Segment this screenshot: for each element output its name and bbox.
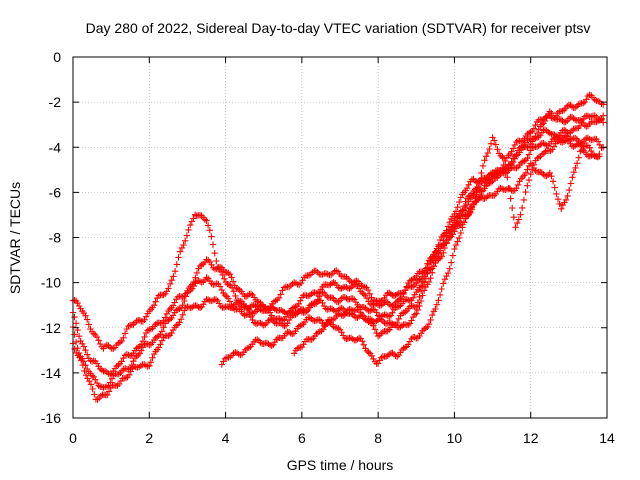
y-tick-label: -10 [41,275,61,291]
x-tick-label: 6 [298,430,306,446]
y-axis-label: SDTVAR / TECUs [7,182,23,294]
chart-title: Day 280 of 2022, Sidereal Day-to-day VTE… [86,20,591,36]
y-tick-label: -14 [41,365,61,381]
x-axis-label: GPS time / hours [287,457,394,473]
x-tick-label: 2 [145,430,153,446]
x-tick-label: 8 [374,430,382,446]
x-tick-label: 12 [523,430,539,446]
data-series [218,91,607,368]
axes: 0 2 4 6 8 10 12 14 0 -2 -4 -6 -8 -10 -12 -14 -16 [41,49,615,446]
grid [73,57,607,418]
x-tick-label: 4 [222,430,230,446]
series-markers [218,91,607,368]
y-tick-label: -8 [49,230,62,246]
x-tick-label: 0 [69,430,77,446]
y-tick-label: -12 [41,320,61,336]
y-tick-label: -2 [49,94,62,110]
y-tick-label: -16 [41,410,61,426]
y-tick-label: -6 [49,184,62,200]
data-series [291,134,603,357]
x-tick-label: 10 [447,430,463,446]
x-tick-label: 14 [599,430,615,446]
y-tick-label: 0 [53,49,61,65]
plot-border [72,56,608,419]
y-tick-label: -4 [49,139,62,155]
series-markers [291,134,603,357]
